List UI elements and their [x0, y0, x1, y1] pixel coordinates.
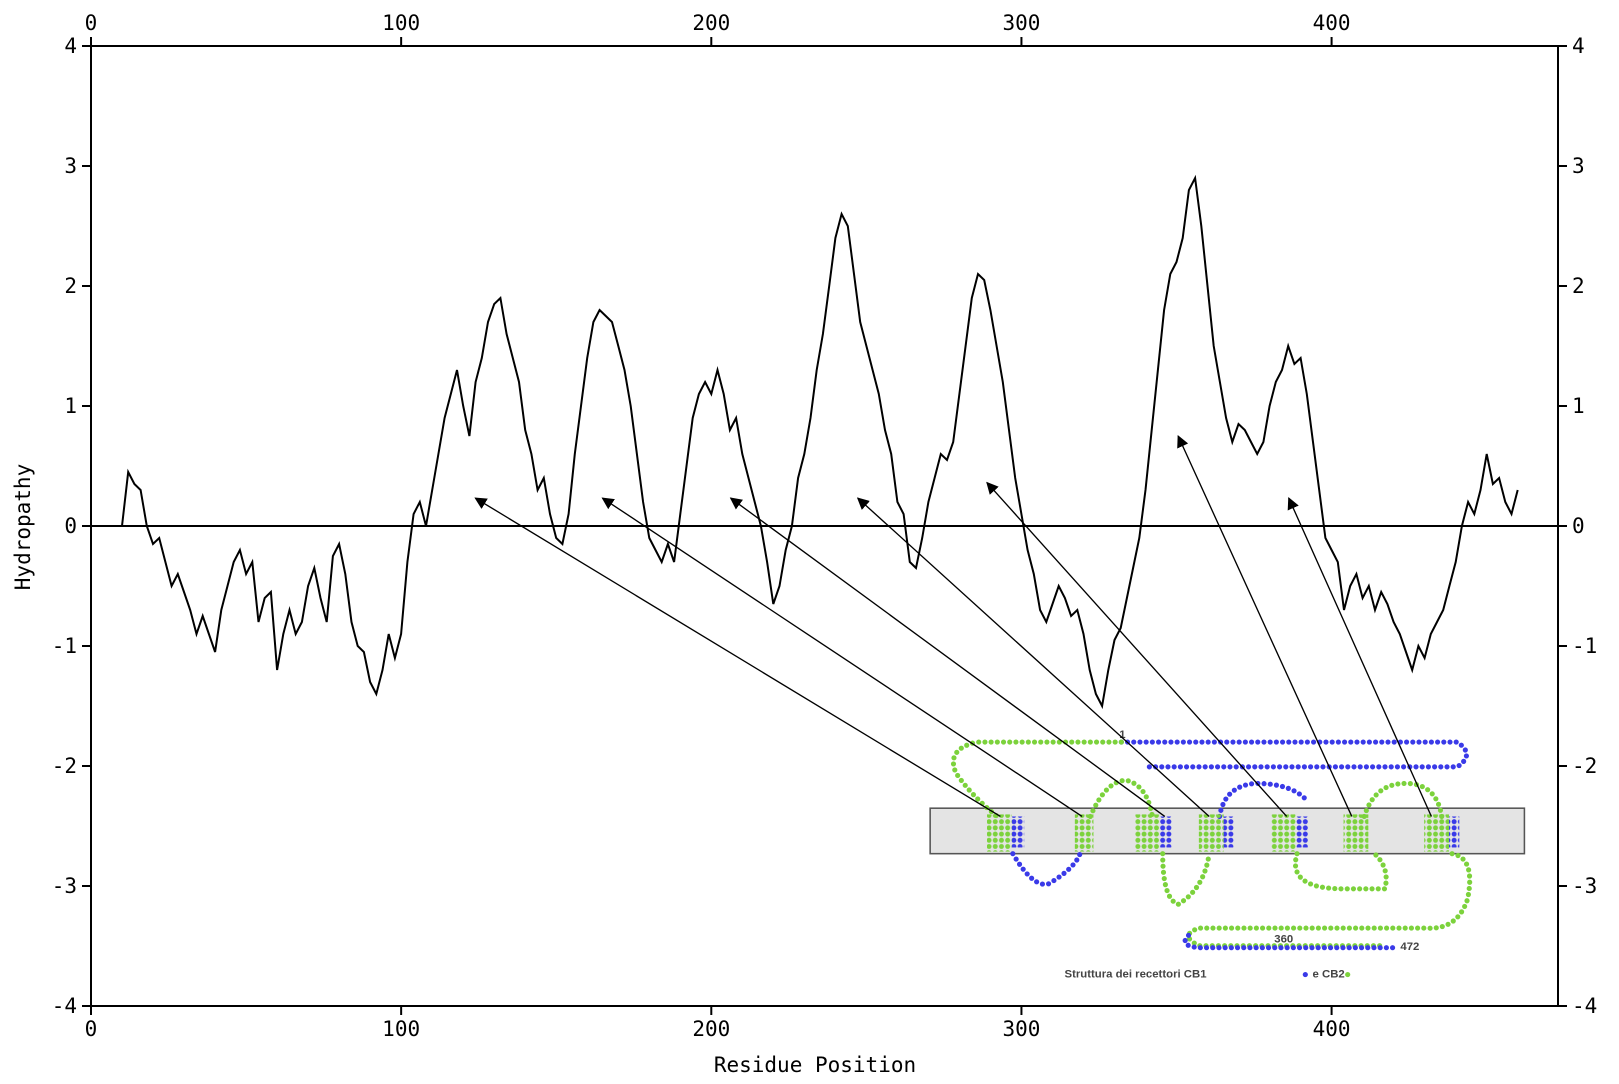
x-tick-label: 0: [85, 1017, 98, 1041]
receptor-inset: Struttura dei recettori CB1 e CB2 1 360 …: [475, 436, 1524, 981]
y-tick-label-right: 3: [1572, 154, 1585, 178]
y-tick-label-right: 4: [1572, 34, 1585, 58]
x-tick-label-top: 400: [1313, 11, 1351, 35]
residue-label: 472: [1400, 941, 1419, 953]
y-tick-label-right: -2: [1572, 754, 1597, 778]
x-tick-label-top: 200: [692, 11, 730, 35]
inset-caption: Struttura dei recettori CB1: [1065, 969, 1207, 981]
y-tick-label: -2: [52, 754, 77, 778]
y-tick-label: 3: [64, 154, 77, 178]
y-tick-label-right: 2: [1572, 274, 1585, 298]
page: {"chart_data": {"type": "line", "xlabel"…: [0, 0, 1619, 1084]
y-tick-label-right: 0: [1572, 514, 1585, 538]
y-tick-label-right: -4: [1572, 994, 1597, 1018]
y-axis-label: Hydropathy: [11, 464, 35, 590]
x-tick-label-top: 0: [85, 11, 98, 35]
y-tick-label: -4: [52, 994, 77, 1018]
x-tick-label: 100: [382, 1017, 420, 1041]
hydropathy-line: [122, 178, 1518, 706]
x-tick-label-top: 300: [1002, 11, 1040, 35]
residue-label: 360: [1274, 934, 1293, 946]
y-tick-label: 0: [64, 514, 77, 538]
y-tick-label: -1: [52, 634, 77, 658]
x-tick-label: 200: [692, 1017, 730, 1041]
y-tick-label: -3: [52, 874, 77, 898]
x-axis-label: Residue Position: [714, 1053, 916, 1077]
legend-dot-cb2: [1345, 972, 1350, 977]
y-tick-label-right: -3: [1572, 874, 1597, 898]
x-tick-label: 300: [1002, 1017, 1040, 1041]
chart: Residue Position Hydropathy 001001002002…: [0, 0, 1619, 1084]
y-tick-label-right: -1: [1572, 634, 1597, 658]
legend-dot-cb1: [1303, 972, 1308, 977]
inset-caption: e CB2: [1313, 969, 1345, 981]
y-tick-label: 4: [64, 34, 77, 58]
x-tick-label: 400: [1313, 1017, 1351, 1041]
x-tick-label-top: 100: [382, 11, 420, 35]
y-tick-label: 1: [64, 394, 77, 418]
y-tick-label: 2: [64, 274, 77, 298]
y-tick-label-right: 1: [1572, 394, 1585, 418]
